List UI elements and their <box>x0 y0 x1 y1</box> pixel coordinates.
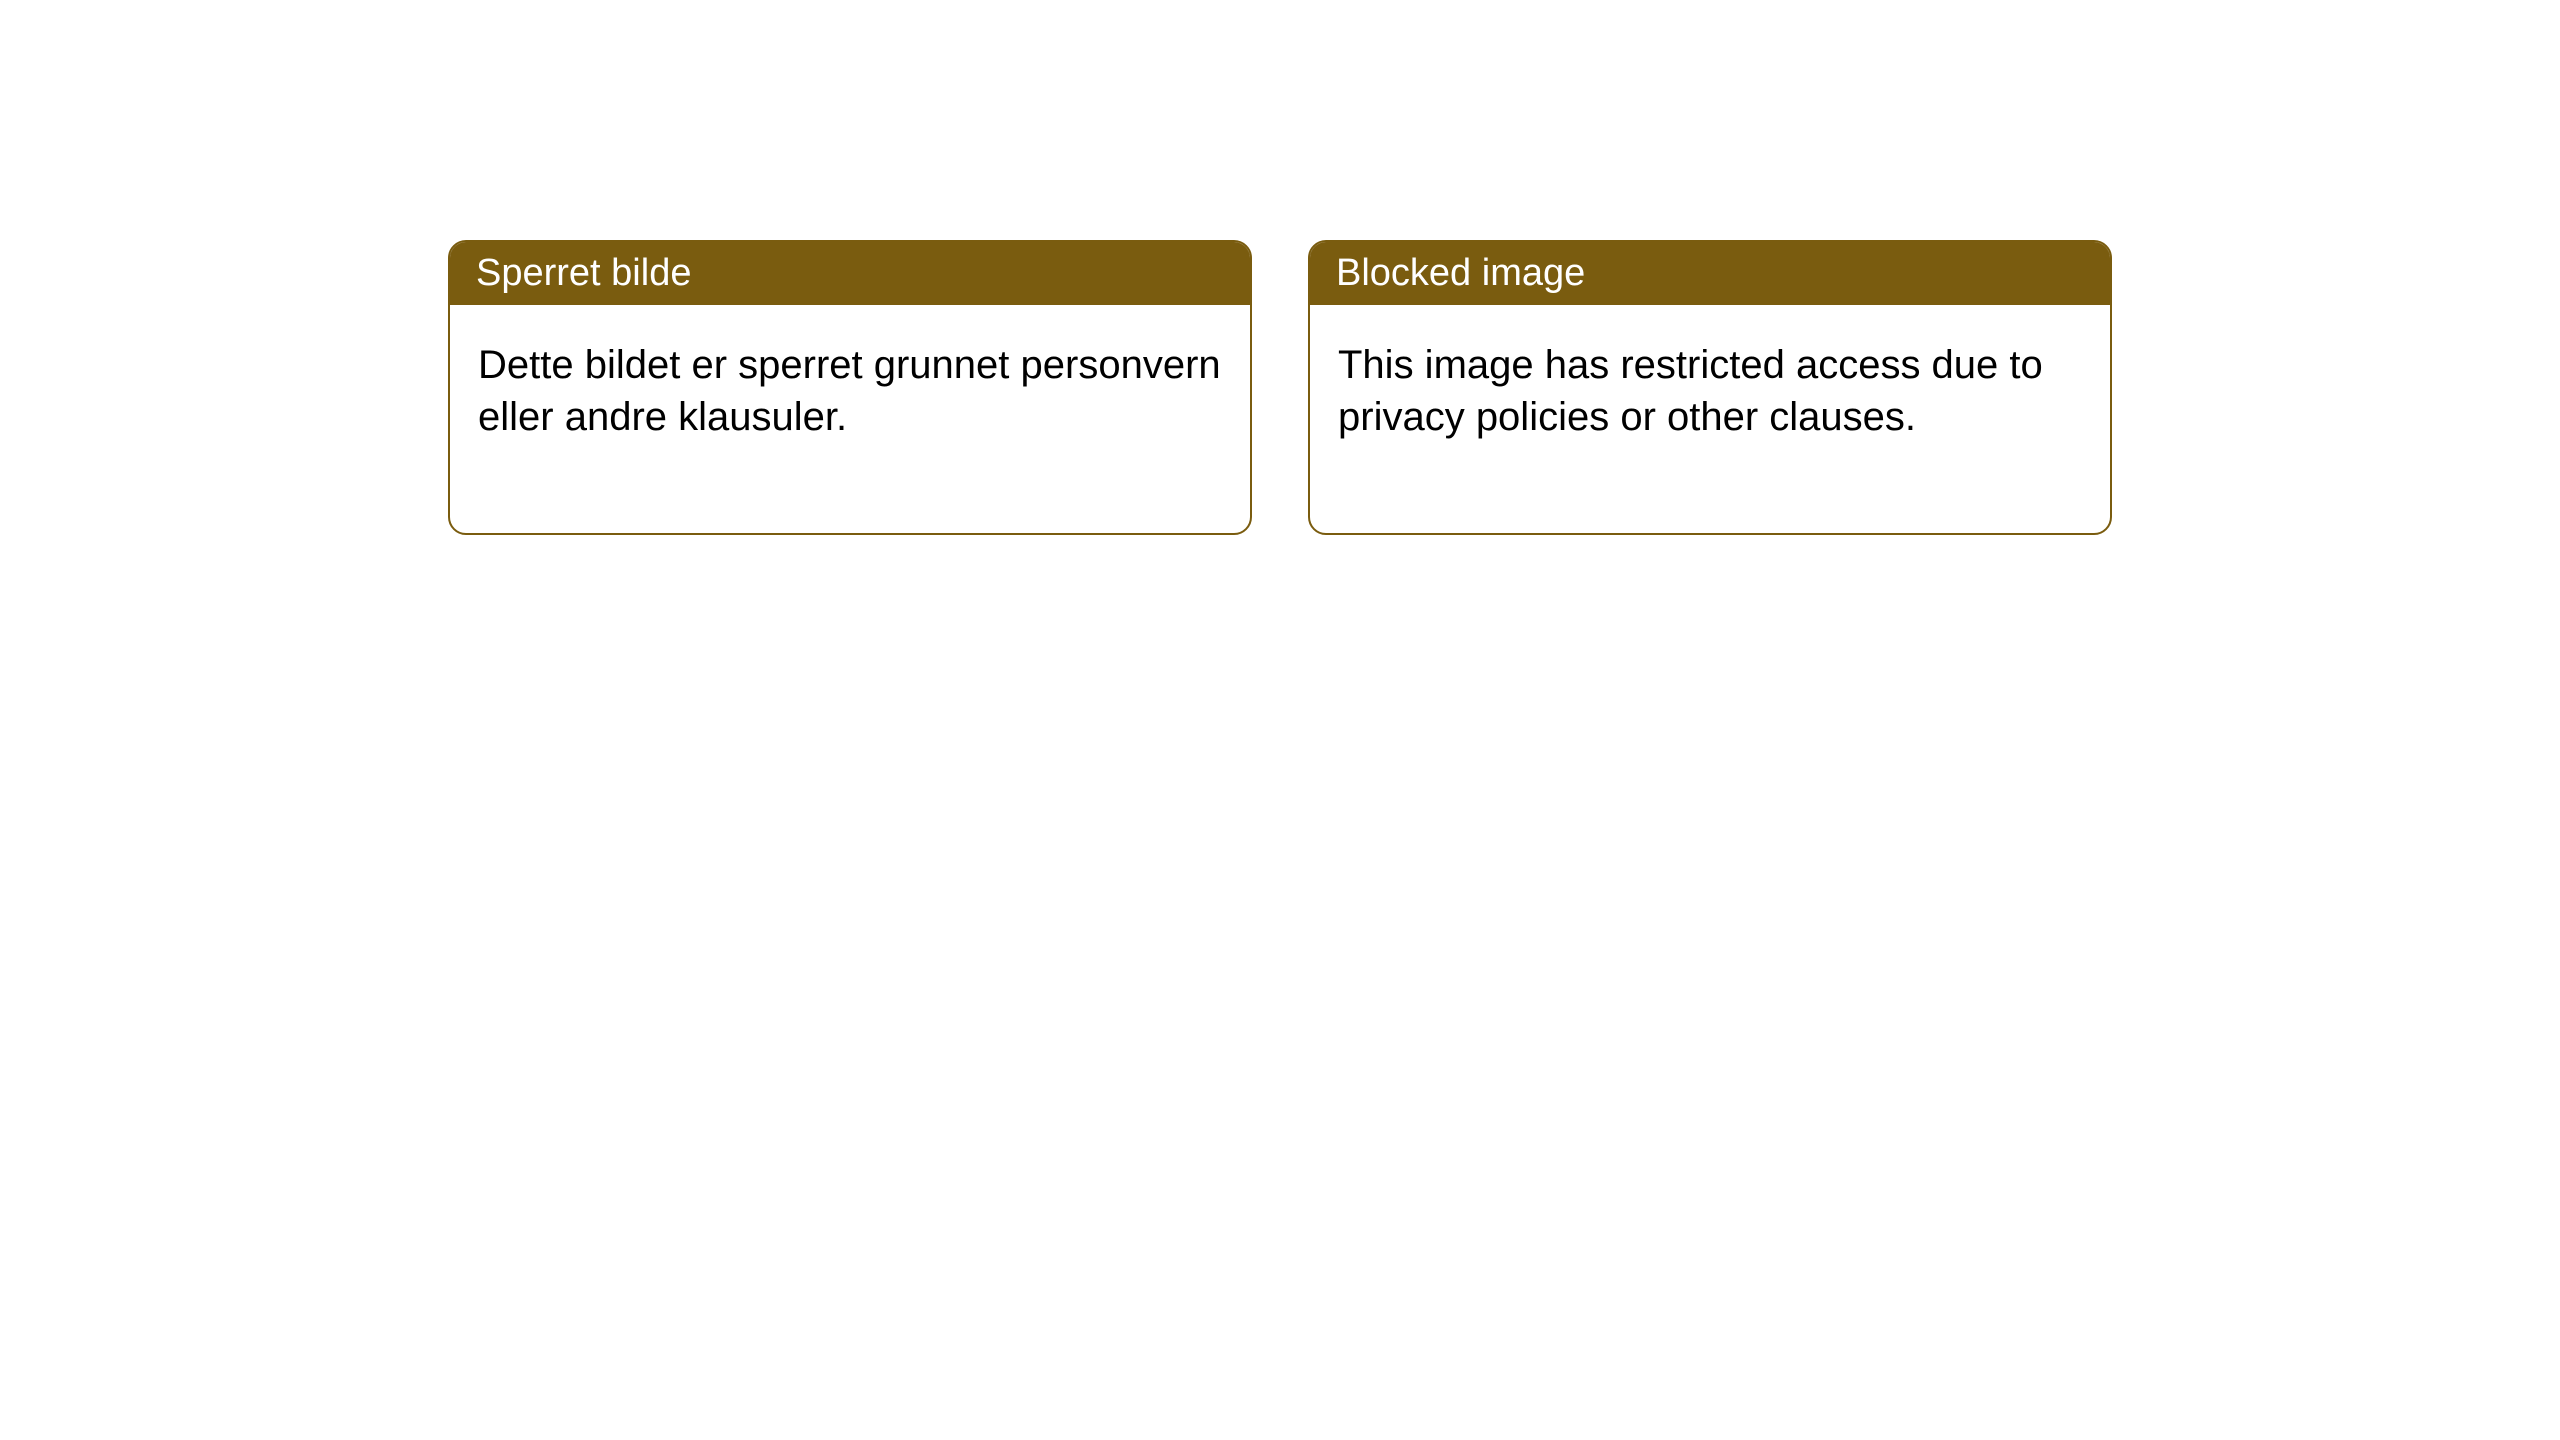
card-header: Blocked image <box>1310 242 2110 305</box>
card-body: This image has restricted access due to … <box>1310 305 2110 533</box>
cards-container: Sperret bilde Dette bildet er sperret gr… <box>448 240 2112 535</box>
card-header: Sperret bilde <box>450 242 1250 305</box>
card-title: Sperret bilde <box>476 252 691 294</box>
card-body: Dette bildet er sperret grunnet personve… <box>450 305 1250 533</box>
card-body-text: This image has restricted access due to … <box>1338 343 2043 439</box>
info-card-norwegian: Sperret bilde Dette bildet er sperret gr… <box>448 240 1252 535</box>
info-card-english: Blocked image This image has restricted … <box>1308 240 2112 535</box>
card-title: Blocked image <box>1336 252 1585 294</box>
card-body-text: Dette bildet er sperret grunnet personve… <box>478 343 1221 439</box>
